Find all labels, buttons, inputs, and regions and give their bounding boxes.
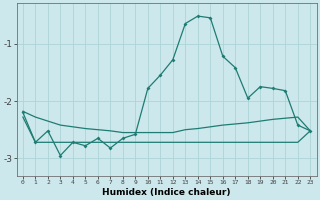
- X-axis label: Humidex (Indice chaleur): Humidex (Indice chaleur): [102, 188, 231, 197]
